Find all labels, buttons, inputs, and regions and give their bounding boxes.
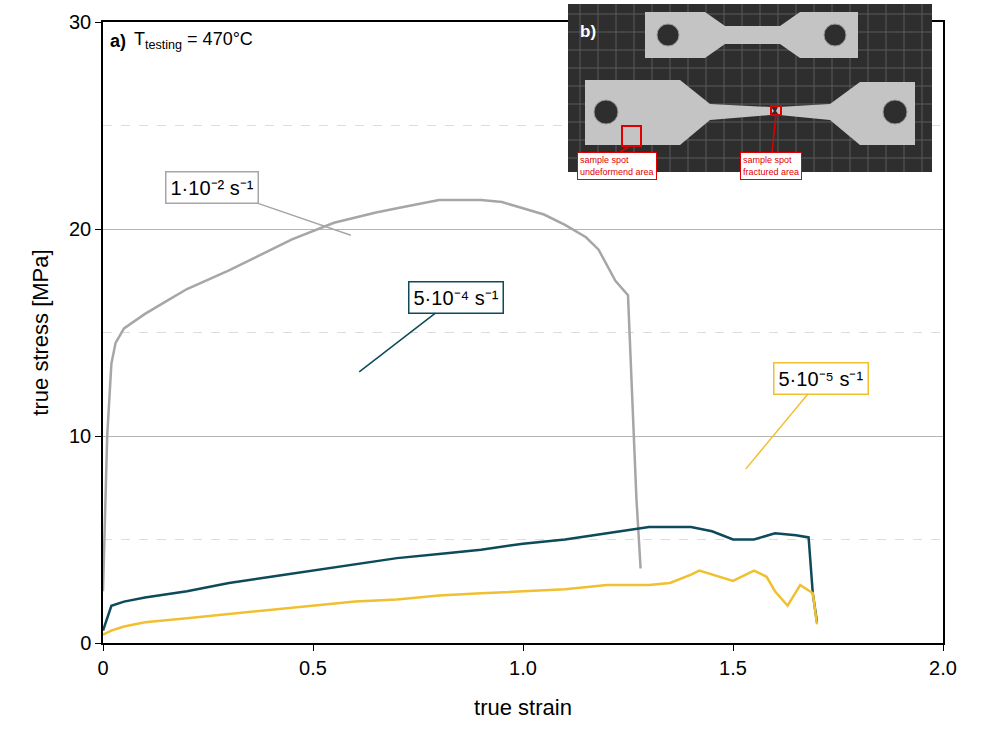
svg-text:1·10⁻² s⁻¹: 1·10⁻² s⁻¹ — [171, 177, 254, 199]
svg-text:5·10⁻⁴ s⁻¹: 5·10⁻⁴ s⁻¹ — [414, 287, 499, 309]
svg-text:T​testing​ = 470°C: T​testing​ = 470°C — [134, 29, 253, 52]
svg-text:true strain: true strain — [474, 695, 572, 720]
svg-text:0: 0 — [80, 632, 91, 654]
svg-text:20: 20 — [69, 218, 91, 240]
svg-text:1.0: 1.0 — [509, 657, 537, 679]
svg-text:10: 10 — [69, 425, 91, 447]
svg-text:0.5: 0.5 — [299, 657, 327, 679]
svg-text:5·10⁻⁵ s⁻¹: 5·10⁻⁵ s⁻¹ — [779, 368, 864, 390]
svg-text:sample spotfractured area: sample spotfractured area — [743, 155, 799, 177]
svg-text:sample spotundeformend area: sample spotundeformend area — [580, 155, 654, 177]
svg-text:30: 30 — [69, 11, 91, 33]
svg-text:true stress [MPa]: true stress [MPa] — [28, 249, 53, 415]
svg-text:2.0: 2.0 — [929, 657, 957, 679]
svg-text:a): a) — [110, 31, 126, 51]
svg-text:0: 0 — [97, 657, 108, 679]
svg-text:1.5: 1.5 — [719, 657, 747, 679]
svg-text:b): b) — [580, 22, 596, 41]
